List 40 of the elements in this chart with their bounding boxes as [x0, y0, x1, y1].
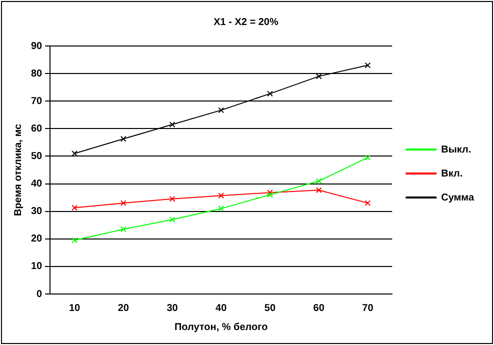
x-tick-label: 70 [362, 302, 374, 314]
legend-label: Выкл. [441, 144, 472, 156]
legend-label: Вкл. [441, 168, 463, 180]
y-tick-label: 80 [31, 68, 43, 80]
point [72, 237, 78, 244]
y-tick-label: 30 [31, 206, 43, 218]
point [364, 200, 371, 206]
x-axis-title: Полутон, % белого [174, 322, 268, 333]
y-tick-label: 20 [31, 234, 43, 245]
point [120, 200, 126, 206]
x-tick-label: 20 [118, 302, 130, 314]
point [218, 192, 224, 199]
y-tick-label: 90 [31, 40, 43, 52]
point [316, 178, 322, 184]
point [364, 154, 371, 161]
y-tick-label: 10 [31, 261, 43, 272]
point [218, 206, 224, 212]
x-tick-label: 60 [313, 302, 325, 314]
chart-title: X1 - X2 = 20% [214, 16, 278, 28]
point [120, 226, 126, 232]
y-axis-title: Время отклика, мс [12, 124, 24, 216]
point [72, 204, 78, 211]
point [169, 216, 176, 223]
y-tick-label: 50 [31, 150, 43, 162]
point [169, 196, 176, 202]
x-tick-label: 30 [166, 302, 178, 314]
point [120, 136, 126, 142]
point [267, 90, 273, 97]
y-tick-label: 40 [31, 178, 43, 190]
point [218, 107, 224, 114]
x-tick-label: 10 [68, 302, 81, 314]
point [364, 62, 371, 68]
y-tick-label: 60 [31, 123, 43, 134]
y-tick-label: 0 [36, 288, 43, 300]
point [316, 187, 322, 194]
legend-label: Сумма [441, 192, 474, 204]
x-tick-label: 50 [264, 302, 276, 314]
point [169, 122, 176, 128]
x-tick-label: 40 [216, 302, 228, 314]
y-tick-label: 70 [31, 96, 43, 107]
